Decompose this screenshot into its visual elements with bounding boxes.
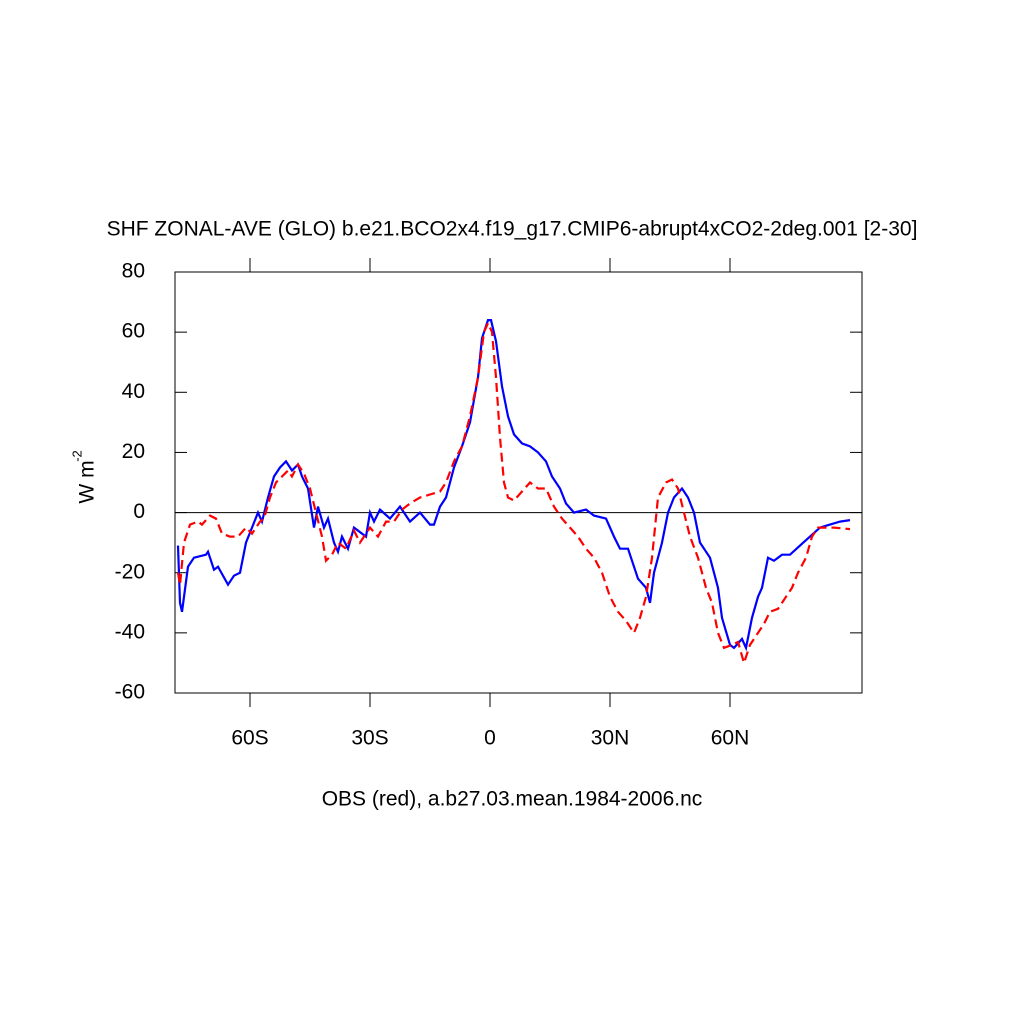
y-tick-label: -20 [115, 560, 145, 583]
y-tick-label: 80 [122, 260, 145, 283]
y-tick-label: 20 [122, 440, 145, 463]
y-axis-label-group: W m -2 [69, 450, 98, 503]
x-tick-label: 60N [711, 727, 750, 750]
chart-title: SHF ZONAL-AVE (GLO) b.e21.BCO2x4.f19_g17… [107, 218, 918, 241]
y-tick-label: 60 [122, 320, 145, 343]
x-tick-label: 30S [351, 727, 388, 750]
x-axis-label: OBS (red), a.b27.03.mean.1984-2006.nc [322, 788, 703, 811]
x-tick-label: 30N [591, 727, 630, 750]
y-tick-label: 40 [122, 380, 145, 403]
x-tick-label: 0 [484, 727, 496, 750]
y-tick-label: -40 [115, 620, 145, 643]
y-tick-label: -60 [115, 681, 145, 704]
series-line [176, 320, 851, 667]
x-tick-label: 60S [231, 727, 268, 750]
series-line [176, 319, 851, 652]
y-axis-label: W m [76, 460, 99, 503]
plot-frame [174, 271, 863, 694]
y-axis-label-superscript: -2 [69, 450, 84, 462]
y-tick-label: 0 [133, 500, 145, 523]
